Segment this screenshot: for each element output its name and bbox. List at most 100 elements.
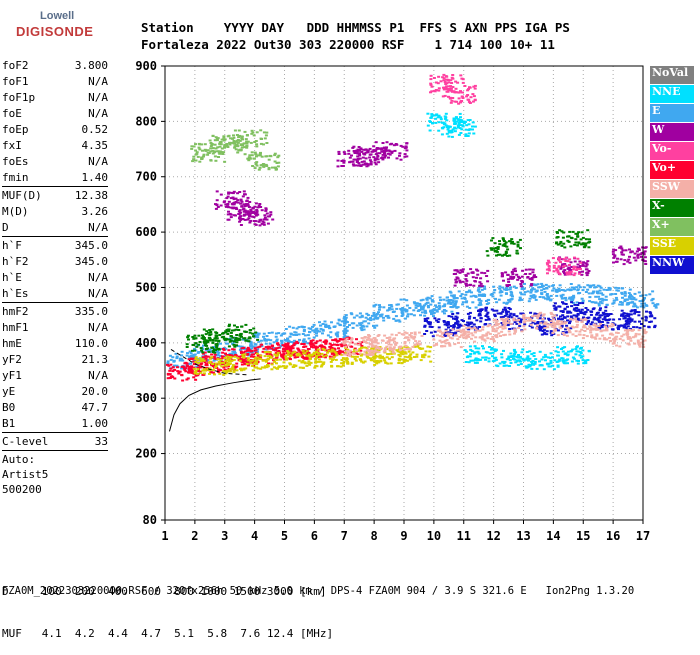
- echo-point: [619, 245, 623, 248]
- echo-point: [460, 334, 463, 337]
- echo-point: [447, 125, 451, 128]
- echo-point: [334, 352, 338, 355]
- echo-point: [581, 349, 585, 352]
- echo-point: [552, 304, 556, 307]
- echo-point: [512, 276, 516, 278]
- echo-point: [565, 324, 569, 327]
- echo-point: [457, 341, 460, 344]
- echo-point: [604, 325, 608, 328]
- param-row-hmf2: hmF2 335.0: [2, 304, 108, 320]
- echo-point: [233, 345, 237, 348]
- echo-point: [560, 324, 564, 327]
- echo-point: [464, 278, 468, 281]
- echo-point: [241, 361, 245, 363]
- echo-point: [302, 341, 306, 344]
- echo-point: [196, 369, 200, 372]
- echo-point: [642, 253, 646, 256]
- echo-point: [583, 330, 587, 332]
- echo-point: [226, 195, 230, 198]
- echo-point: [434, 81, 438, 84]
- echo-point: [245, 199, 249, 202]
- echo-point: [413, 333, 417, 336]
- echo-point: [547, 317, 551, 320]
- echo-point: [321, 362, 325, 365]
- echo-point: [562, 289, 566, 292]
- echo-point: [333, 348, 337, 351]
- echo-point: [463, 296, 467, 299]
- echo-point: [246, 213, 250, 216]
- x-tick-label: 4: [251, 529, 258, 543]
- echo-point: [269, 355, 273, 358]
- echo-point: [483, 287, 487, 290]
- echo-point: [447, 129, 451, 132]
- echo-point: [395, 143, 399, 146]
- echo-point: [552, 318, 555, 321]
- echo-point: [291, 326, 295, 329]
- echo-point: [403, 351, 407, 354]
- echo-point: [193, 353, 197, 356]
- echo-point: [337, 352, 341, 354]
- echo-point: [336, 350, 340, 353]
- echo-point: [507, 319, 511, 322]
- echo-point: [570, 305, 574, 308]
- echo-point: [340, 362, 344, 365]
- echo-point: [519, 360, 522, 363]
- echo-point: [275, 338, 279, 341]
- echo-point: [398, 320, 402, 323]
- echo-point: [423, 353, 427, 356]
- echo-point: [442, 309, 446, 311]
- echo-point: [465, 305, 469, 308]
- echo-point: [175, 355, 179, 358]
- echo-point: [557, 305, 561, 308]
- echo-point: [373, 356, 377, 359]
- echo-point: [575, 359, 579, 362]
- echo-point: [642, 297, 646, 300]
- echo-point: [494, 321, 498, 324]
- echo-point: [566, 350, 570, 353]
- echo-point: [609, 313, 613, 315]
- param-key: fmin: [2, 171, 29, 184]
- echo-point: [201, 373, 205, 376]
- echo-point: [618, 345, 622, 348]
- echo-point: [316, 351, 320, 354]
- echo-point: [474, 357, 478, 360]
- echo-point: [194, 143, 197, 146]
- echo-point: [455, 329, 459, 332]
- echo-point: [416, 310, 420, 312]
- param-key: C-level: [2, 435, 49, 448]
- echo-point: [429, 346, 433, 349]
- echo-point: [248, 331, 252, 334]
- echo-point: [243, 209, 247, 212]
- echo-point: [514, 270, 517, 273]
- echo-point: [239, 350, 243, 353]
- echo-point: [397, 319, 401, 322]
- echo-point: [191, 354, 195, 357]
- echo-point: [596, 311, 600, 314]
- echo-point: [513, 267, 517, 270]
- echo-point: [466, 89, 470, 92]
- echo-point: [316, 360, 320, 363]
- echo-point: [397, 362, 401, 364]
- echo-point: [201, 149, 204, 152]
- echo-point: [434, 117, 438, 120]
- echo-point: [459, 269, 463, 272]
- echo-point: [480, 294, 484, 297]
- echo-point: [360, 160, 364, 163]
- echo-point: [506, 273, 510, 276]
- echo-point: [488, 332, 492, 335]
- echo-point: [328, 345, 332, 348]
- echo-point: [195, 372, 199, 375]
- echo-point: [432, 344, 436, 347]
- echo-point: [486, 315, 490, 318]
- echo-point: [492, 247, 495, 250]
- echo-point: [201, 351, 205, 354]
- x-axis-ticks: 1 2 3 4 5 6 7 8 9 10 11 12 13 14 15 16 17: [161, 520, 650, 543]
- echo-point: [463, 85, 467, 87]
- echo-point: [619, 258, 623, 261]
- echo-point: [204, 359, 208, 362]
- echo-point: [475, 359, 479, 362]
- echo-point: [537, 286, 541, 289]
- echo-point: [231, 364, 235, 367]
- echo-point: [635, 326, 639, 329]
- echo-point: [402, 298, 406, 301]
